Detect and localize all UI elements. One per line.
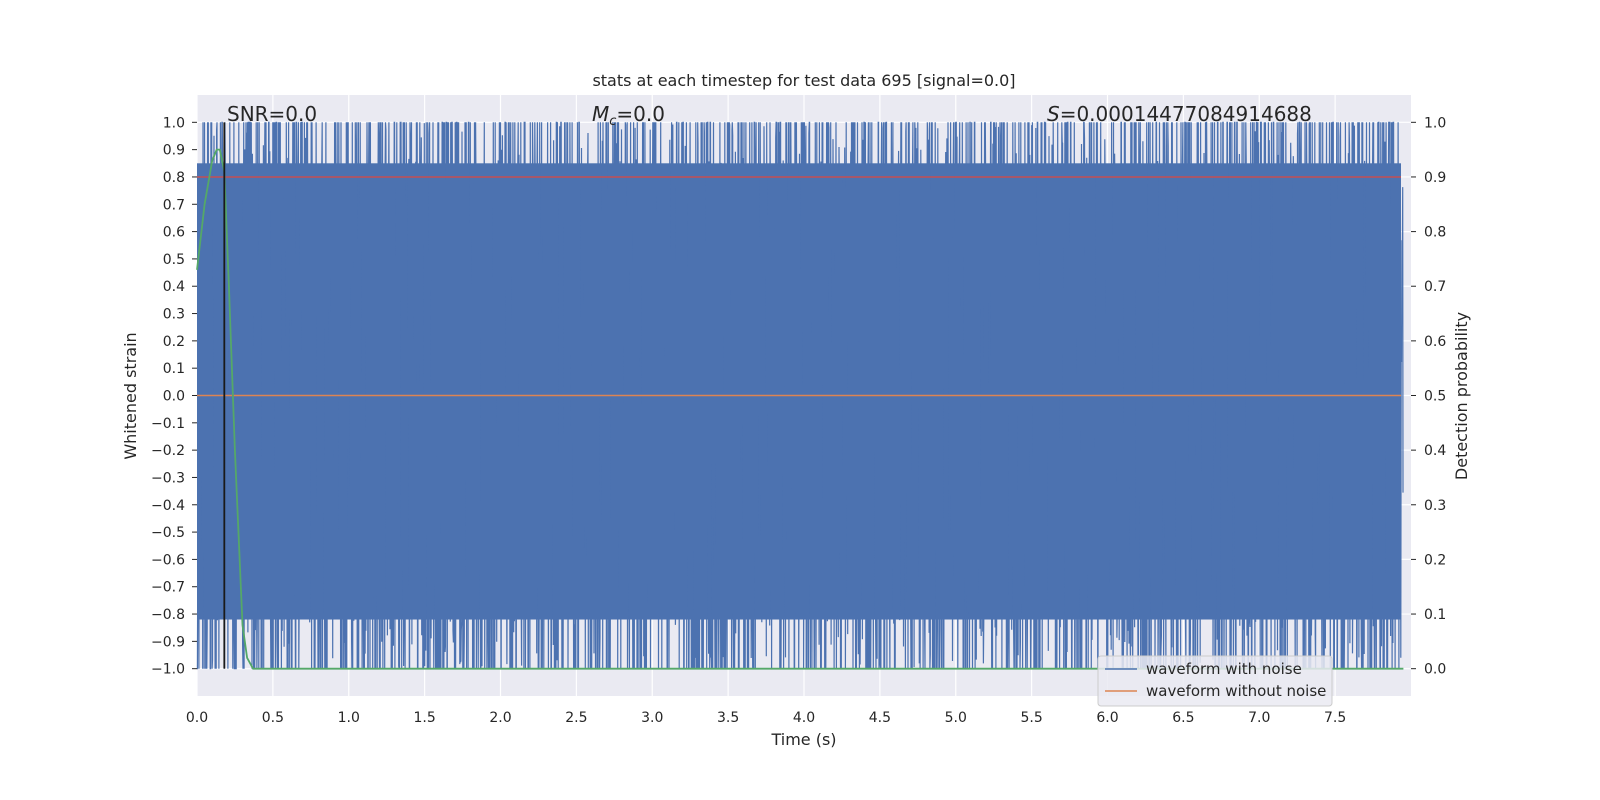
- snr-annotation: SNR=0.0: [227, 102, 317, 126]
- x-tick-label: 2.0: [489, 710, 511, 726]
- y-tick-label: −0.3: [151, 470, 185, 486]
- x-tick-label: 1.5: [413, 710, 435, 726]
- s-symbol: S: [1047, 102, 1060, 126]
- y-axis-label: Whitened strain: [121, 332, 140, 459]
- y2-tick-label: 0.0: [1424, 662, 1446, 678]
- x-tick-label: 4.0: [793, 710, 815, 726]
- x-tick-label: 5.5: [1020, 710, 1042, 726]
- y2-tick-label: 0.9: [1424, 170, 1446, 186]
- y-tick-label: −0.1: [151, 416, 185, 432]
- y-tick-label: 0.2: [163, 334, 185, 350]
- y-tick-label: 0.1: [163, 361, 185, 377]
- y-tick-label: 0.7: [163, 197, 185, 213]
- y-tick-label: −0.6: [151, 552, 185, 568]
- detection-probability-line: [196, 148, 1404, 670]
- mc-subscript: c: [609, 114, 616, 129]
- s-value: =0.00014477084914688: [1060, 102, 1312, 126]
- x-tick-label: 0.5: [262, 710, 284, 726]
- x-tick-label: 0.0: [186, 710, 208, 726]
- y-tick-label: 1.0: [163, 115, 185, 131]
- series-lines: [196, 122, 1404, 670]
- x-axis-label: Time (s): [770, 730, 836, 749]
- y-axis-left: 1.0 0.9 0.8 0.7 0.6 0.5 0.4 0.3 0.2 0.1 0.0 −0.1 −0.…: [151, 115, 197, 678]
- y2-axis-label: Detection probability: [1452, 312, 1471, 480]
- y-tick-label: 0.8: [163, 170, 185, 186]
- y2-tick-label: 0.5: [1424, 389, 1446, 405]
- y2-tick-label: 0.7: [1424, 279, 1446, 295]
- y-tick-label: 0.9: [163, 143, 185, 159]
- y-tick-label: −0.5: [151, 525, 185, 541]
- legend-label-clean: waveform without noise: [1146, 682, 1326, 700]
- mc-annotation: Mc=0.0: [592, 102, 665, 129]
- noise-waveform-line: [196, 121, 1404, 670]
- noise-waveform: [196, 121, 1404, 670]
- y-tick-label: 0.5: [163, 252, 185, 268]
- y2-tick-label: 0.3: [1424, 498, 1446, 514]
- x-tick-label: 2.5: [565, 710, 587, 726]
- x-tick-label: 7.5: [1324, 710, 1346, 726]
- y-tick-label: −0.9: [151, 634, 185, 650]
- y-tick-label: −0.7: [151, 580, 185, 596]
- y-tick-label: −0.4: [151, 498, 185, 514]
- mc-symbol: M: [592, 102, 609, 126]
- x-tick-label: 7.0: [1248, 710, 1270, 726]
- x-tick-label: 1.0: [338, 710, 360, 726]
- y2-tick-label: 0.8: [1424, 225, 1446, 241]
- legend-label-noise: waveform with noise: [1146, 660, 1302, 678]
- x-tick-label: 5.0: [945, 710, 967, 726]
- y-tick-label: 0.4: [163, 279, 185, 295]
- y-tick-label: 0.0: [163, 389, 185, 405]
- x-axis: 0.0 0.5 1.0 1.5 2.0 2.5 3.0 3.5 4.0 4.5 5.0 5.5 6.0 6…: [186, 710, 1346, 726]
- y-tick-label: −0.2: [151, 443, 185, 459]
- mc-value: =0.0: [616, 102, 665, 126]
- y-tick-label: 0.6: [163, 225, 185, 241]
- y2-tick-label: 1.0: [1424, 115, 1446, 131]
- x-tick-label: 6.0: [1096, 710, 1118, 726]
- legend: waveform with noise waveform without noi…: [1097, 655, 1333, 707]
- y2-tick-label: 0.1: [1424, 607, 1446, 623]
- y-tick-label: 0.3: [163, 307, 185, 323]
- x-tick-label: 3.5: [717, 710, 739, 726]
- y-tick-label: −1.0: [151, 662, 185, 678]
- y2-tick-label: 0.4: [1424, 443, 1446, 459]
- chart-title: stats at each timestep for test data 695…: [592, 71, 1015, 90]
- y2-tick-label: 0.2: [1424, 552, 1446, 568]
- x-tick-label: 4.5: [869, 710, 891, 726]
- x-tick-label: 3.0: [641, 710, 663, 726]
- y-tick-label: −0.8: [151, 607, 185, 623]
- y-axis-right: 1.0 0.9 0.8 0.7 0.6 0.5 0.4 0.3 0.2 0.1 0.0: [1411, 115, 1446, 678]
- y2-tick-label: 0.6: [1424, 334, 1446, 350]
- s-annotation: S=0.00014477084914688: [1047, 102, 1312, 126]
- x-tick-label: 6.5: [1172, 710, 1194, 726]
- legend-box: [1097, 655, 1333, 707]
